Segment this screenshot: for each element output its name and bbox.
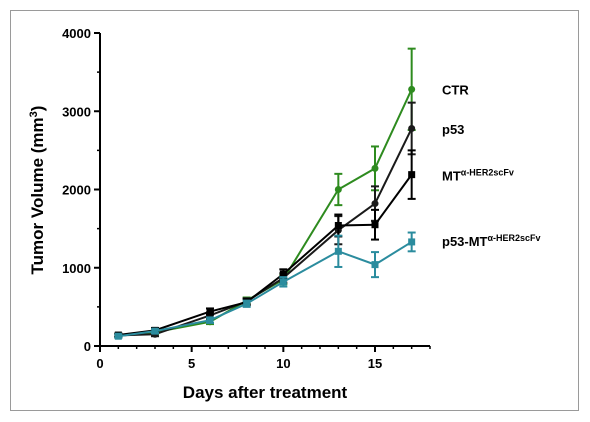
data-point bbox=[408, 124, 416, 132]
data-point bbox=[371, 200, 379, 208]
data-point bbox=[371, 164, 379, 172]
data-point bbox=[408, 85, 416, 93]
data-point bbox=[334, 186, 342, 193]
y-tick-label: 2000 bbox=[62, 183, 91, 198]
x-tick-label: 10 bbox=[276, 356, 290, 371]
series-line bbox=[118, 88, 413, 337]
series-label-name: MT bbox=[442, 168, 461, 183]
data-point bbox=[334, 221, 342, 229]
data-point bbox=[243, 300, 251, 308]
data-point bbox=[408, 238, 416, 246]
data-point bbox=[206, 308, 214, 316]
x-tick-label: 0 bbox=[96, 356, 103, 371]
axes: 0 1000 2000 3000 4000 0 5 10 15 bbox=[62, 26, 431, 371]
data-point bbox=[408, 171, 416, 179]
series-mt: MTα-HER2scFv bbox=[114, 149, 514, 339]
y-tick-label: 4000 bbox=[62, 26, 91, 41]
series-line bbox=[118, 241, 413, 338]
series-label-superscript: α-HER2scFv bbox=[461, 167, 514, 177]
y-axis-title: Tumor Volume (mm3) bbox=[28, 106, 47, 275]
series-ctr: CTR bbox=[114, 47, 469, 340]
y-tick-label: 0 bbox=[84, 339, 91, 354]
data-point bbox=[334, 247, 342, 255]
y-tick-label: 3000 bbox=[62, 104, 91, 119]
chart-frame bbox=[10, 10, 579, 411]
series-label-superscript: α-HER2scFv bbox=[488, 233, 541, 243]
series-label: p53 bbox=[442, 122, 464, 137]
x-tick-label: 5 bbox=[188, 356, 195, 371]
series-label-name: CTR bbox=[442, 82, 469, 97]
y-tick-label: 1000 bbox=[62, 261, 91, 276]
data-point bbox=[206, 316, 214, 324]
series-line bbox=[118, 128, 413, 337]
series-p53: p53 bbox=[114, 101, 464, 339]
series-p53-mt: p53-MTα-HER2scFv bbox=[114, 231, 541, 340]
y-axis-title-superscript: 3 bbox=[28, 111, 40, 117]
series-label-name: p53-MT bbox=[442, 234, 488, 249]
data-point bbox=[151, 327, 159, 335]
data-point bbox=[279, 278, 287, 286]
y-axis-title-end: ) bbox=[28, 106, 47, 112]
series-label: MTα-HER2scFv bbox=[442, 167, 514, 183]
data-point bbox=[279, 270, 287, 278]
x-tick-label: 15 bbox=[368, 356, 382, 371]
series-line bbox=[118, 174, 413, 337]
data-point bbox=[114, 332, 122, 340]
data-point bbox=[371, 221, 379, 229]
series-label: p53-MTα-HER2scFv bbox=[442, 233, 541, 249]
series-label: CTR bbox=[442, 82, 469, 97]
x-axis-title: Days after treatment bbox=[183, 383, 348, 402]
y-axis-title-main: Tumor Volume (mm bbox=[28, 117, 47, 274]
series-label-name: p53 bbox=[442, 122, 464, 137]
data-point bbox=[371, 261, 379, 269]
